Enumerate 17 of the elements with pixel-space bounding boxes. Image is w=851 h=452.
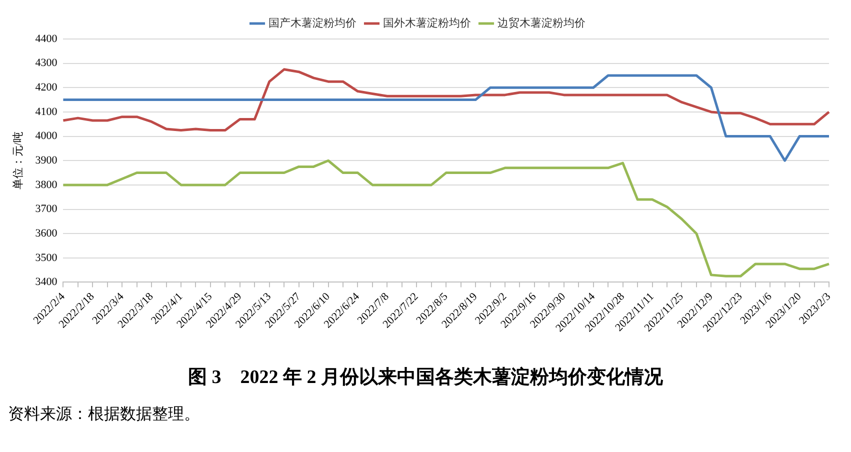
y-tick-label: 3400	[35, 276, 58, 288]
legend-label: 国外木薯淀粉均价	[382, 16, 471, 30]
y-tick-label: 4000	[35, 130, 58, 142]
text: 图 3 2022 年 2 月份以来中国各类木薯淀粉均价变化情况	[187, 366, 664, 390]
y-tick-label: 4100	[35, 106, 58, 118]
y-tick-label: 3600	[35, 227, 58, 240]
y-tick-label: 4400	[35, 32, 58, 45]
legend-label: 国产木薯淀粉均价	[268, 16, 356, 30]
y-tick-label: 4300	[35, 57, 58, 70]
legend-label: 边贸木薯淀粉均价	[497, 16, 586, 30]
text: 资料来源：根据数据整理。	[8, 404, 201, 425]
y-tick-label: 3700	[35, 203, 58, 216]
y-tick-label: 3800	[35, 178, 58, 191]
y-tick-label: 3900	[35, 154, 58, 167]
y-axis-title: 单位：元/吨	[11, 132, 24, 190]
y-tick-label: 3500	[35, 252, 58, 264]
y-tick-label: 4200	[35, 82, 58, 94]
